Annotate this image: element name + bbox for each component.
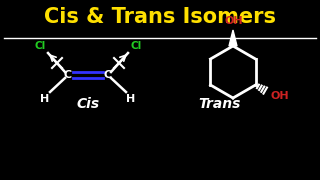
- Text: Trans: Trans: [199, 97, 241, 111]
- Text: Cl: Cl: [130, 41, 142, 51]
- Text: Cis: Cis: [76, 97, 100, 111]
- Text: H: H: [126, 94, 136, 104]
- Text: C: C: [104, 70, 112, 80]
- Polygon shape: [229, 30, 237, 46]
- Text: OH: OH: [270, 91, 289, 101]
- Text: H: H: [40, 94, 50, 104]
- Text: C: C: [64, 70, 72, 80]
- Text: Cis & Trans Isomers: Cis & Trans Isomers: [44, 7, 276, 27]
- Text: Cl: Cl: [34, 41, 46, 51]
- Text: OH: OH: [225, 16, 243, 26]
